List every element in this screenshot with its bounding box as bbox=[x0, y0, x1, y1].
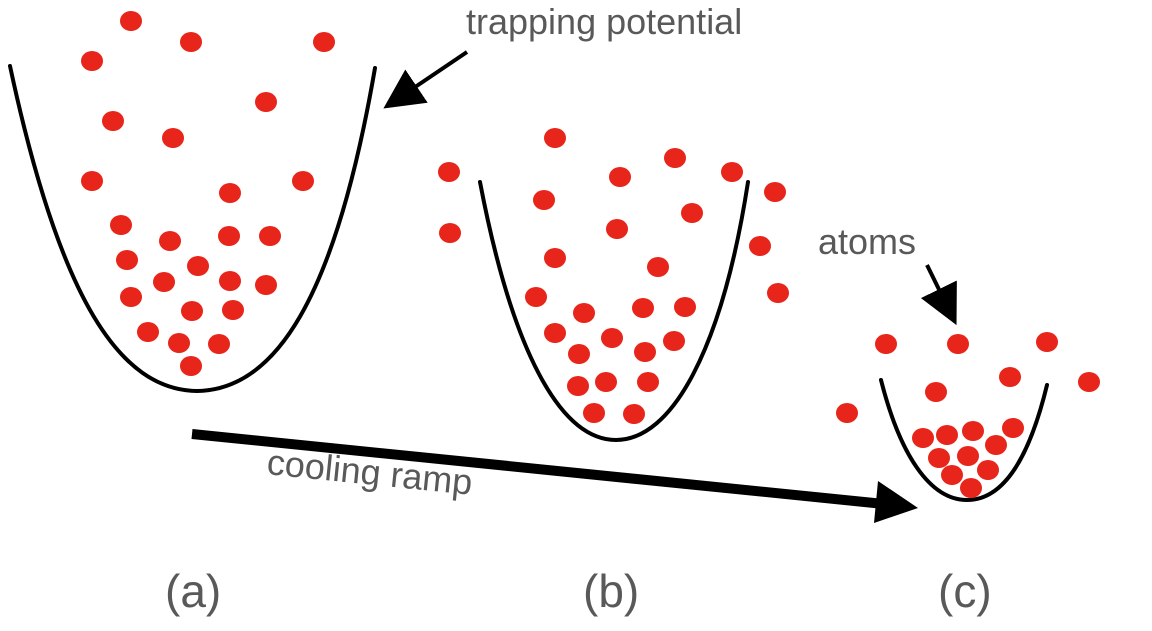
atom bbox=[664, 148, 686, 168]
atom bbox=[674, 297, 696, 317]
atom bbox=[637, 372, 659, 392]
atom bbox=[438, 162, 460, 182]
atoms-group-c bbox=[836, 332, 1100, 498]
atom bbox=[1036, 332, 1058, 352]
atom bbox=[632, 298, 654, 318]
panel-label-a: (a) bbox=[165, 565, 221, 617]
atom bbox=[573, 303, 595, 323]
atom bbox=[219, 183, 241, 203]
atoms-arrow bbox=[920, 264, 957, 326]
atoms-group-b bbox=[438, 128, 789, 424]
atom bbox=[180, 32, 202, 52]
atom bbox=[836, 403, 858, 423]
atom bbox=[957, 446, 979, 466]
atom bbox=[647, 257, 669, 277]
atom bbox=[623, 404, 645, 424]
atom bbox=[875, 334, 897, 354]
atom bbox=[162, 128, 184, 148]
atom bbox=[544, 128, 566, 148]
panel-label-c: (c) bbox=[938, 565, 992, 617]
atom bbox=[544, 323, 566, 343]
atom bbox=[259, 226, 281, 246]
atom bbox=[181, 301, 203, 321]
atom bbox=[925, 382, 947, 402]
atom bbox=[116, 250, 138, 270]
panel-label-b: (b) bbox=[583, 565, 639, 617]
atom bbox=[634, 342, 656, 362]
atom bbox=[180, 356, 202, 376]
atom bbox=[110, 215, 132, 235]
atoms-label: atoms bbox=[818, 221, 916, 262]
atom bbox=[601, 328, 623, 348]
atom bbox=[941, 465, 963, 485]
atom bbox=[313, 32, 335, 52]
atom bbox=[928, 448, 950, 468]
atom bbox=[533, 190, 555, 210]
cooling-ramp-arrow bbox=[191, 429, 918, 523]
atom bbox=[960, 478, 982, 498]
atom bbox=[219, 271, 241, 291]
potential-well-a bbox=[8, 64, 377, 394]
atom bbox=[439, 223, 461, 243]
atom bbox=[749, 236, 771, 256]
atom bbox=[681, 203, 703, 223]
atom bbox=[218, 226, 240, 246]
atom bbox=[168, 333, 190, 353]
atom bbox=[208, 334, 230, 354]
atom bbox=[544, 248, 566, 268]
atom bbox=[187, 256, 209, 276]
trapping-potential-arrow bbox=[383, 50, 469, 109]
atom bbox=[663, 331, 685, 351]
atom bbox=[767, 283, 789, 303]
atom bbox=[606, 219, 628, 239]
atom bbox=[1002, 418, 1024, 438]
atom bbox=[120, 287, 142, 307]
cooling-ramp-label: cooling ramp bbox=[265, 441, 474, 503]
trapping-potential-label: trapping potential bbox=[466, 1, 742, 42]
atom bbox=[292, 171, 314, 191]
atom bbox=[525, 287, 547, 307]
atom bbox=[962, 421, 984, 441]
atom bbox=[120, 11, 142, 31]
atom bbox=[222, 300, 244, 320]
atom bbox=[159, 231, 181, 251]
atom bbox=[1078, 372, 1100, 392]
atom bbox=[947, 334, 969, 354]
atom bbox=[81, 51, 103, 71]
atom bbox=[102, 111, 124, 131]
atoms-group-a bbox=[81, 11, 335, 376]
atom bbox=[81, 171, 103, 191]
atom bbox=[999, 367, 1021, 387]
atom bbox=[137, 322, 159, 342]
atom bbox=[721, 162, 743, 182]
potential-well-c bbox=[879, 378, 1049, 503]
atom bbox=[153, 272, 175, 292]
atom bbox=[567, 376, 589, 396]
atom bbox=[568, 344, 590, 364]
atom bbox=[609, 167, 631, 187]
atom bbox=[912, 428, 934, 448]
atom bbox=[583, 403, 605, 423]
atom bbox=[936, 425, 958, 445]
atom bbox=[255, 92, 277, 112]
atom bbox=[595, 372, 617, 392]
potential-well-b bbox=[478, 180, 750, 443]
atom bbox=[255, 275, 277, 295]
atom bbox=[985, 435, 1007, 455]
atom bbox=[977, 460, 999, 480]
atom bbox=[764, 182, 786, 202]
